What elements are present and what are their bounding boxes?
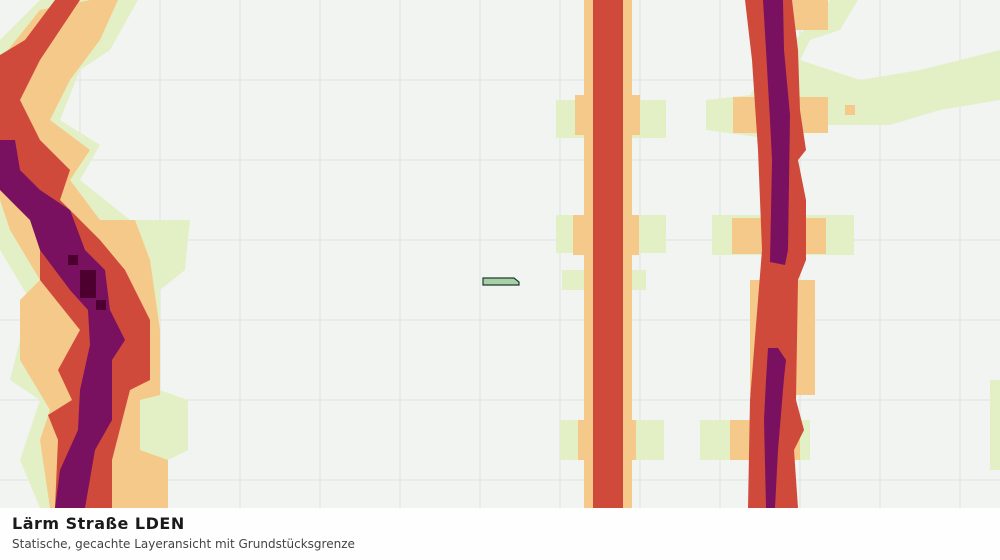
noise-left-road [0, 0, 190, 508]
layer-title: Lärm Straße LDEN [12, 514, 185, 533]
info-bar: Lärm Straße LDEN Statische, gecachte Lay… [0, 508, 1000, 560]
noise-middle-road [556, 0, 666, 508]
parcel-boundary[interactable] [482, 277, 520, 286]
layer-subtitle: Statische, gecachte Layeransicht mit Gru… [12, 537, 355, 551]
noise-right-road [700, 0, 1000, 508]
